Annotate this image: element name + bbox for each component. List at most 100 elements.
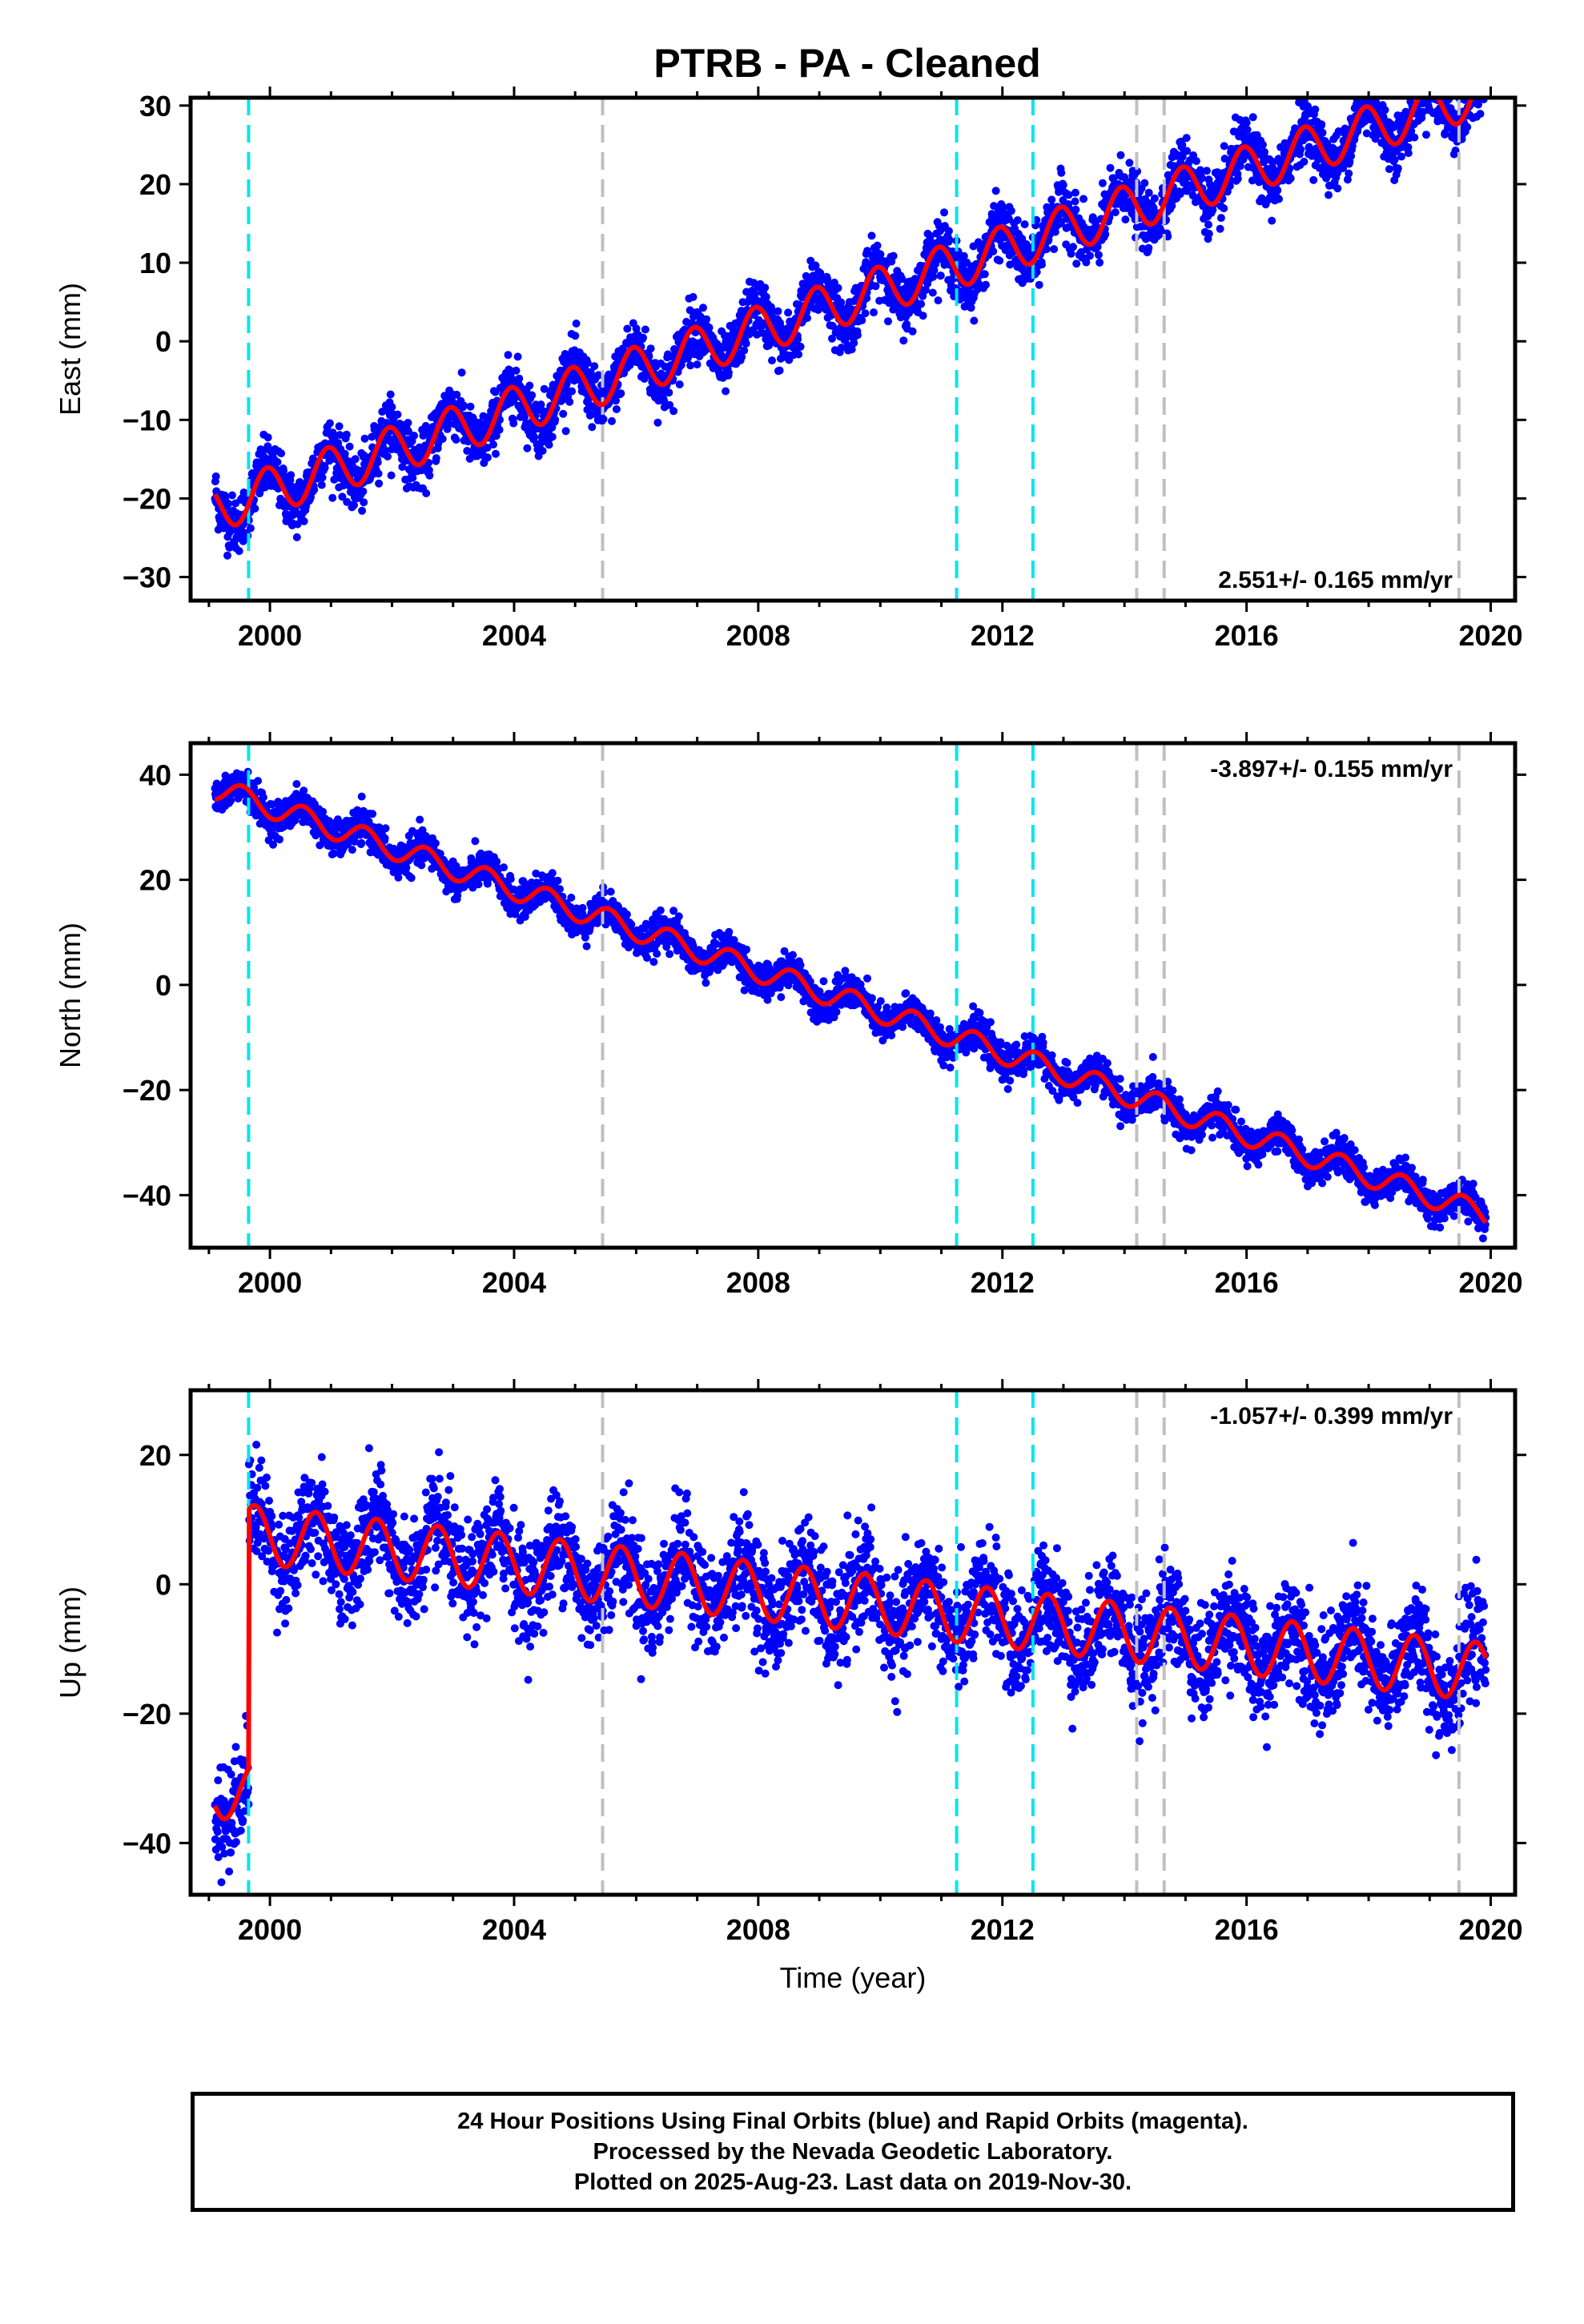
data-point <box>794 335 802 344</box>
data-point <box>1094 251 1103 259</box>
data-point <box>828 322 837 331</box>
data-point <box>724 368 733 377</box>
data-point <box>768 307 777 316</box>
data-point <box>334 439 343 448</box>
data-point <box>1469 66 1477 74</box>
data-point <box>1381 106 1389 115</box>
data-point <box>599 415 608 424</box>
data-point <box>1478 75 1486 83</box>
data-point <box>525 381 534 390</box>
data-point <box>1275 195 1283 203</box>
data-point <box>387 471 396 480</box>
data-point <box>1480 43 1488 51</box>
data-point <box>1204 229 1213 238</box>
data-point <box>1476 110 1485 119</box>
data-point <box>1248 113 1257 122</box>
data-point <box>980 270 989 279</box>
data-point <box>402 863 411 872</box>
data-point <box>582 942 591 951</box>
data-point <box>1286 174 1295 183</box>
data-point <box>407 874 416 883</box>
x-tick-label: 2004 <box>482 619 546 652</box>
data-point <box>1035 280 1043 289</box>
y-tick-label: 30 <box>139 90 171 123</box>
data-point <box>590 362 599 371</box>
data-point <box>325 419 334 428</box>
data-point <box>1417 82 1425 90</box>
data-point <box>483 444 492 452</box>
data-point <box>1144 188 1153 197</box>
data-point <box>850 339 858 348</box>
data-point <box>1047 195 1056 204</box>
data-point <box>834 283 842 292</box>
data-point <box>1042 245 1051 254</box>
data-point <box>452 390 461 399</box>
data-point <box>1072 259 1081 268</box>
figure-title: PTRB - PA - Cleaned <box>653 41 1040 86</box>
data-point <box>521 413 529 422</box>
data-point <box>342 430 351 439</box>
data-point <box>1020 220 1029 229</box>
data-point <box>1309 175 1318 184</box>
data-point <box>1404 149 1413 158</box>
data-point <box>1428 83 1436 91</box>
data-point <box>653 418 662 427</box>
data-point <box>553 876 562 885</box>
data-point <box>665 400 674 409</box>
data-point <box>320 464 329 472</box>
data-point <box>867 231 876 240</box>
data-point <box>796 342 805 351</box>
data-point <box>1474 77 1482 85</box>
data-point <box>1273 186 1282 195</box>
data-point <box>989 247 998 255</box>
data-point <box>1067 249 1075 258</box>
data-point <box>740 346 749 355</box>
data-point <box>538 446 547 455</box>
data-point <box>336 431 344 440</box>
data-point <box>328 493 337 502</box>
data-point <box>330 475 339 484</box>
data-point <box>594 371 603 380</box>
data-point <box>235 547 243 556</box>
data-point <box>1481 82 1489 90</box>
data-point <box>548 869 557 878</box>
data-point <box>393 410 402 419</box>
data-point <box>360 498 368 507</box>
data-point <box>348 846 356 854</box>
data-point <box>1475 78 1483 86</box>
data-point <box>460 401 468 410</box>
data-point <box>506 875 515 883</box>
data-point <box>227 491 236 500</box>
data-point <box>1415 83 1423 91</box>
data-point <box>583 359 592 368</box>
data-point <box>292 780 301 788</box>
data-point <box>1429 62 1437 70</box>
data-point <box>474 880 483 889</box>
data-point <box>1416 83 1424 91</box>
data-point <box>639 333 647 342</box>
data-point <box>259 793 267 802</box>
data-point <box>1476 81 1484 89</box>
data-point <box>1268 216 1276 225</box>
data-point <box>358 506 367 515</box>
data-point <box>1424 80 1432 88</box>
data-point <box>251 505 259 513</box>
data-point <box>991 187 1000 195</box>
data-point <box>275 835 283 844</box>
data-point <box>1013 216 1022 224</box>
data-point <box>224 500 233 508</box>
data-point <box>548 432 557 441</box>
data-point <box>705 324 714 332</box>
x-tick-label: 2020 <box>1458 619 1522 652</box>
data-point <box>669 407 678 416</box>
data-point <box>853 331 862 340</box>
data-point <box>293 520 302 529</box>
data-point <box>571 332 580 340</box>
data-point <box>300 517 308 525</box>
data-point <box>318 473 327 482</box>
data-point <box>513 352 522 361</box>
data-point <box>1393 164 1402 173</box>
data-point <box>1457 78 1465 86</box>
x-tick-label: 2012 <box>971 619 1035 652</box>
data-point <box>1422 131 1430 139</box>
